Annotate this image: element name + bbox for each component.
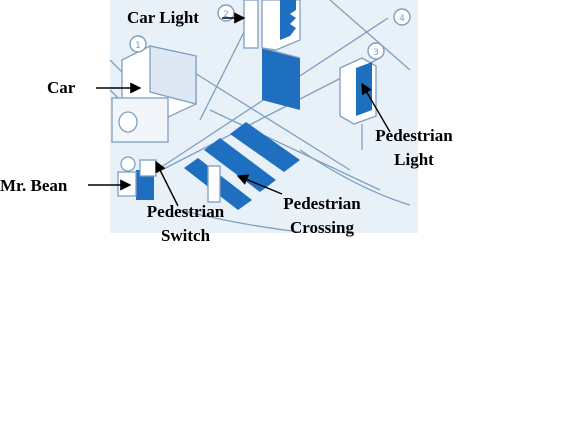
car-light-drawing bbox=[243, 0, 301, 110]
pedestrian-crossing-arrow bbox=[236, 174, 283, 195]
pedestrian-light-label-line-2: Light bbox=[394, 150, 434, 169]
pedestrian-switch-label-line-1: Pedestrian bbox=[146, 202, 225, 221]
pedestrian-light-label-line-1: Pedestrian bbox=[375, 126, 453, 145]
pedestrian-switch-arrow bbox=[155, 160, 179, 207]
callout-2: 2 bbox=[217, 4, 235, 22]
car-drawing bbox=[111, 45, 197, 143]
pedestrian-light-label: Pedestrian Light bbox=[366, 124, 462, 172]
callout-2-number: 2 bbox=[223, 10, 229, 20]
pedestrian-crossing-label: Pedestrian Crossing bbox=[274, 192, 370, 240]
pedestrian-switch-label-line-2: Switch bbox=[160, 226, 211, 245]
wiring-lines bbox=[109, 0, 411, 233]
callout-3-number: 3 bbox=[373, 48, 379, 58]
callout-1-number: 1 bbox=[135, 41, 141, 51]
mr-bean-drawing bbox=[117, 156, 137, 197]
pedestrian-crossing-label-line-1: Pedestrian bbox=[283, 194, 361, 213]
callout-4: 4 bbox=[393, 8, 411, 26]
pedestrian-switch-drawing bbox=[136, 159, 157, 200]
callout-3: 3 bbox=[367, 42, 385, 60]
car-label: Car bbox=[47, 78, 76, 97]
pedestrian-light-arrow bbox=[361, 82, 391, 133]
crossing-pole-drawing bbox=[207, 165, 221, 203]
pedestrian-crossing-label-line-2: Crossing bbox=[290, 218, 354, 237]
mr-bean-label: Mr. Bean bbox=[0, 176, 68, 195]
car-light-label: Car Light bbox=[127, 8, 199, 27]
callout-4-number: 4 bbox=[399, 14, 405, 24]
pedestrian-switch-label: Pedestrian Switch bbox=[138, 200, 233, 248]
callout-1: 1 bbox=[129, 35, 147, 53]
